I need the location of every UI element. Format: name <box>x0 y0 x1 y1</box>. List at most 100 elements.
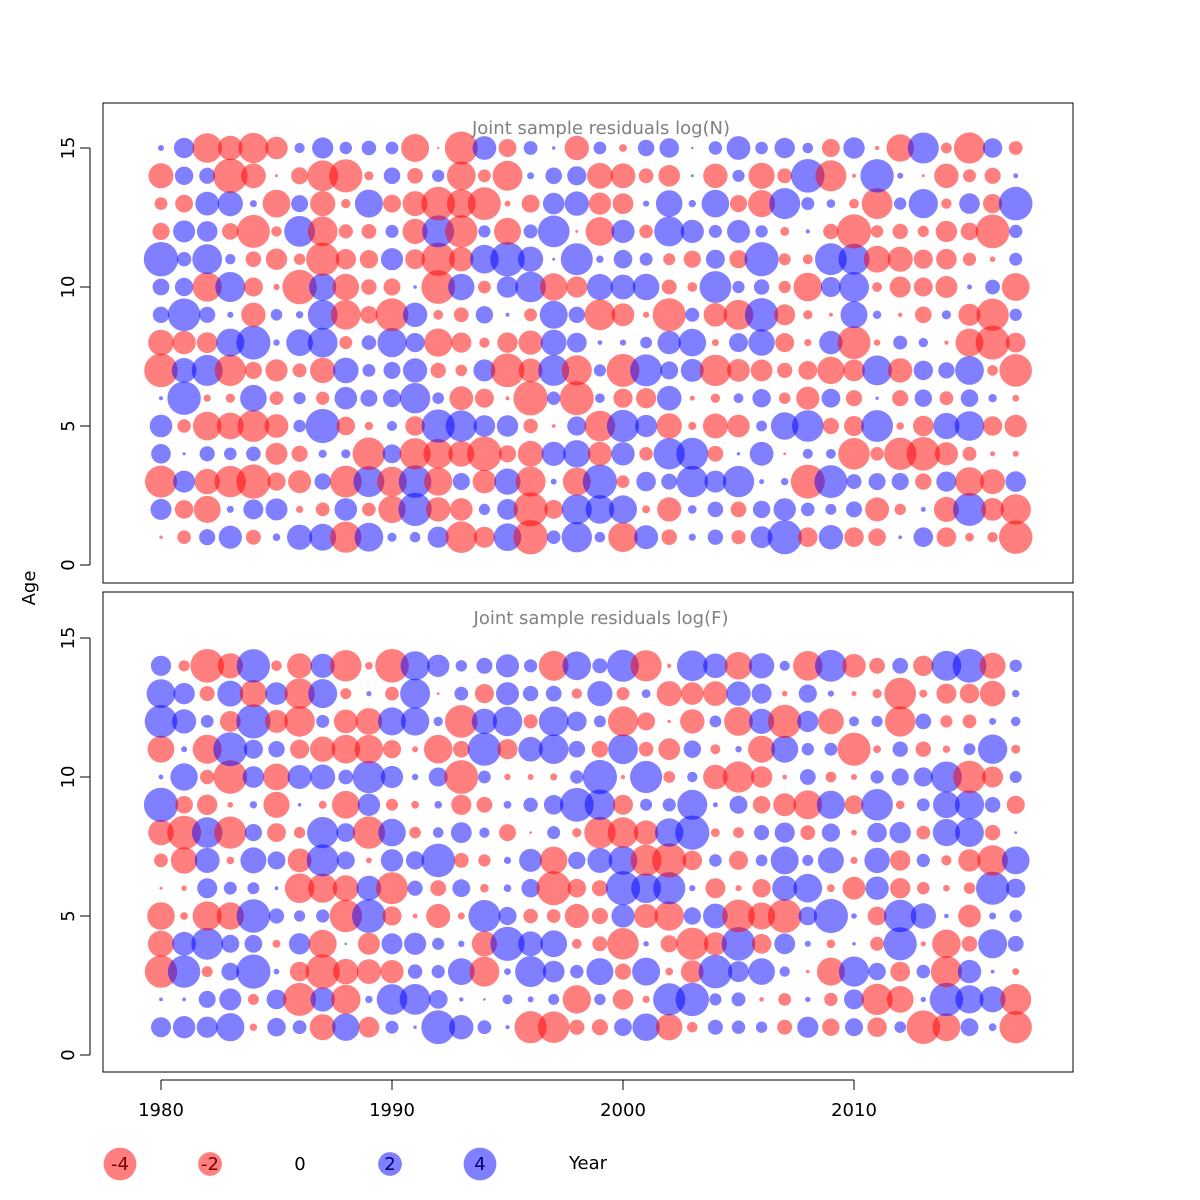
residual-bubble <box>562 985 591 1014</box>
residual-bubble <box>915 473 932 490</box>
residual-bubble <box>307 216 338 247</box>
residual-bubble <box>731 1020 746 1034</box>
residual-bubble <box>470 244 499 274</box>
residual-bubble <box>387 421 397 431</box>
residual-bubble <box>893 335 908 350</box>
residual-bubble <box>616 687 630 701</box>
residual-bubble <box>677 650 708 682</box>
residual-bubble <box>339 336 353 350</box>
residual-bubble <box>496 682 519 706</box>
residual-bubble <box>523 908 538 924</box>
residual-bubble <box>445 705 478 738</box>
residual-bubble <box>793 272 823 302</box>
residual-bubble <box>845 390 863 407</box>
residual-bubble <box>873 339 881 346</box>
residual-bubble <box>934 442 959 466</box>
residual-bubble <box>661 279 677 295</box>
residual-bubble <box>433 716 443 727</box>
residual-bubble <box>687 282 698 292</box>
residual-bubble <box>190 649 224 683</box>
residual-bubble <box>584 410 616 442</box>
residual-bubble <box>752 796 771 814</box>
residual-bubble <box>978 929 1008 959</box>
residual-bubble <box>982 416 1003 436</box>
residual-bubble <box>236 214 270 248</box>
residual-bubble <box>872 310 882 319</box>
residual-bubble <box>868 473 886 491</box>
residual-bubble <box>272 533 281 541</box>
residual-bubble <box>274 886 279 891</box>
residual-bubble <box>851 774 857 780</box>
residual-bubble <box>490 926 525 961</box>
residual-bubble <box>523 224 538 239</box>
legend-bubble <box>378 1152 402 1176</box>
residual-bubble <box>865 876 889 900</box>
residual-bubble <box>567 166 587 186</box>
residual-bubble <box>932 1013 961 1042</box>
residual-bubble <box>174 166 194 185</box>
residual-bubble <box>424 467 453 496</box>
residual-bubble <box>201 966 213 978</box>
residual-bubble <box>705 878 726 899</box>
residual-bubble <box>958 849 981 872</box>
residual-bubble <box>360 306 378 324</box>
residual-bubble <box>867 822 887 843</box>
residual-bubble <box>967 284 972 290</box>
residual-bubble <box>217 653 243 679</box>
residual-bubble <box>867 1017 887 1037</box>
residual-bubble <box>907 132 939 164</box>
residual-bubble <box>980 469 1006 495</box>
residual-bubble <box>483 998 486 1001</box>
residual-bubble <box>561 522 592 553</box>
residual-bubble <box>732 169 745 182</box>
residual-bubble <box>663 253 676 266</box>
residual-bubble <box>844 416 864 436</box>
residual-bubble <box>774 933 796 955</box>
residual-bubble <box>292 363 307 378</box>
residual-bubble <box>538 706 569 737</box>
residual-bubble <box>688 199 696 208</box>
residual-bubble <box>781 690 788 697</box>
residual-bubble <box>798 684 817 703</box>
residual-bubble <box>383 361 401 379</box>
residual-bubble <box>636 388 657 409</box>
residual-bubble <box>781 477 789 486</box>
residual-bubble <box>309 1014 336 1041</box>
residual-bubble <box>979 652 1006 679</box>
residual-bubble <box>421 409 455 443</box>
residual-bubble <box>568 740 586 758</box>
residual-bubble <box>143 242 179 277</box>
residual-bubble <box>310 736 336 762</box>
residual-bubble <box>398 492 432 526</box>
residual-bubble <box>976 298 1009 331</box>
residual-bubble <box>777 1019 793 1035</box>
residual-bubble <box>894 1021 906 1033</box>
residual-bubble <box>143 787 179 822</box>
residual-bubble <box>265 709 288 733</box>
residual-bubble <box>610 274 636 300</box>
residual-bubble <box>182 452 186 456</box>
residual-bubble <box>459 997 464 1002</box>
residual-bubble <box>872 689 882 699</box>
residual-bubble <box>688 421 697 431</box>
residual-bubble <box>158 145 164 151</box>
residual-bubble <box>434 801 443 809</box>
residual-bubble <box>402 218 428 244</box>
residual-bubble <box>890 961 911 982</box>
residual-bubble <box>336 823 356 842</box>
residual-bubble <box>267 1017 286 1037</box>
x-tick-label: 1990 <box>369 1100 415 1121</box>
residual-bubble <box>890 878 911 899</box>
residual-bubble <box>567 711 587 732</box>
residual-bubble <box>173 682 195 705</box>
residual-bubble <box>306 242 340 276</box>
residual-bubble <box>632 1013 660 1041</box>
residual-bubble <box>658 165 680 187</box>
residual-bubble <box>656 681 682 707</box>
residual-bubble <box>175 796 193 814</box>
residual-bubble <box>801 743 814 756</box>
residual-bubble <box>916 798 930 812</box>
residual-bubble <box>144 705 178 738</box>
residual-bubble <box>843 359 865 382</box>
residual-bubble <box>675 982 709 1017</box>
